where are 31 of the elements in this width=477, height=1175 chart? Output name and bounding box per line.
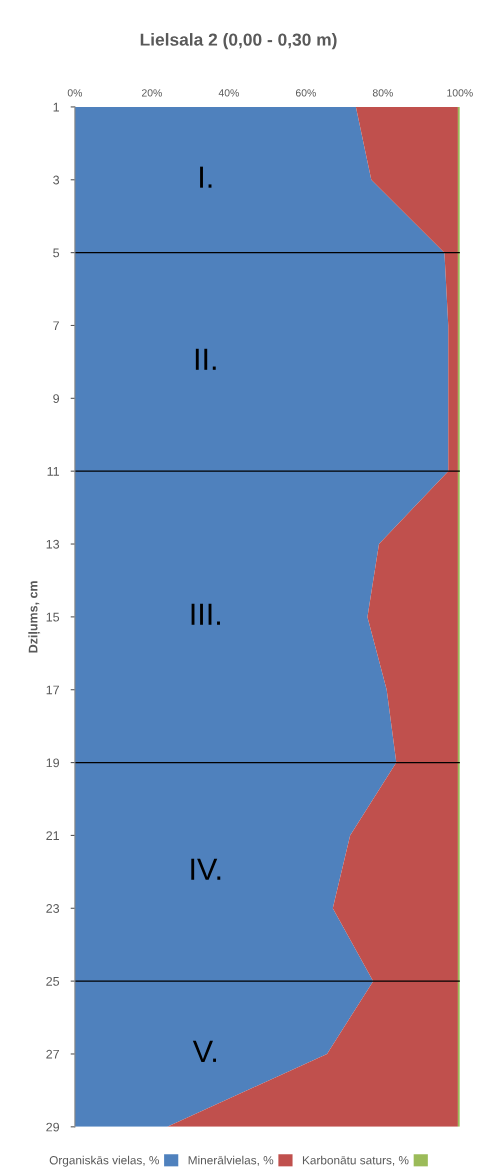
annotation: I. — [200, 166, 212, 188]
annotation: IV. — [191, 858, 221, 880]
legend-label: Minerālvielas, % — [188, 1155, 274, 1166]
y-tick-label: 11 — [47, 467, 59, 476]
x-tick-label: 60% — [295, 89, 316, 97]
y-tick-label: 15 — [46, 612, 60, 622]
y-tick-label: 7 — [53, 321, 59, 330]
x-tick-label: 80% — [372, 89, 393, 97]
chart-title: Lielsala 2 (0,00 - 0,30 m) — [140, 33, 337, 50]
legend-label: Organiskās vielas, % — [49, 1155, 159, 1167]
legend-label: Karbonātu saturs, % — [302, 1155, 409, 1166]
x-tick-label: 40% — [218, 89, 239, 97]
y-tick-label: 9 — [53, 394, 60, 403]
annotation: III. — [191, 603, 220, 625]
y-tick-label: 17 — [46, 685, 59, 695]
y-tick-label: 23 — [46, 904, 60, 913]
y-tick-label: 1 — [53, 102, 59, 112]
annotation: II. — [195, 348, 216, 370]
y-tick-label: 19 — [46, 758, 60, 768]
y-tick-label: 3 — [53, 175, 60, 185]
y-tick-label: 25 — [46, 976, 60, 986]
y-tick-label: 5 — [53, 248, 60, 258]
x-tick-label: 0% — [67, 89, 83, 97]
y-axis-title: Dziļums, cm — [28, 581, 41, 653]
y-tick-label: 13 — [46, 539, 60, 549]
y-tick-label: 21 — [46, 831, 59, 840]
annotation: V. — [192, 1040, 217, 1062]
y-tick-label: 27 — [46, 1049, 59, 1059]
x-tick-label: 100% — [447, 89, 473, 97]
x-tick-label: 20% — [141, 89, 162, 97]
y-tick-label: 29 — [46, 1122, 60, 1132]
